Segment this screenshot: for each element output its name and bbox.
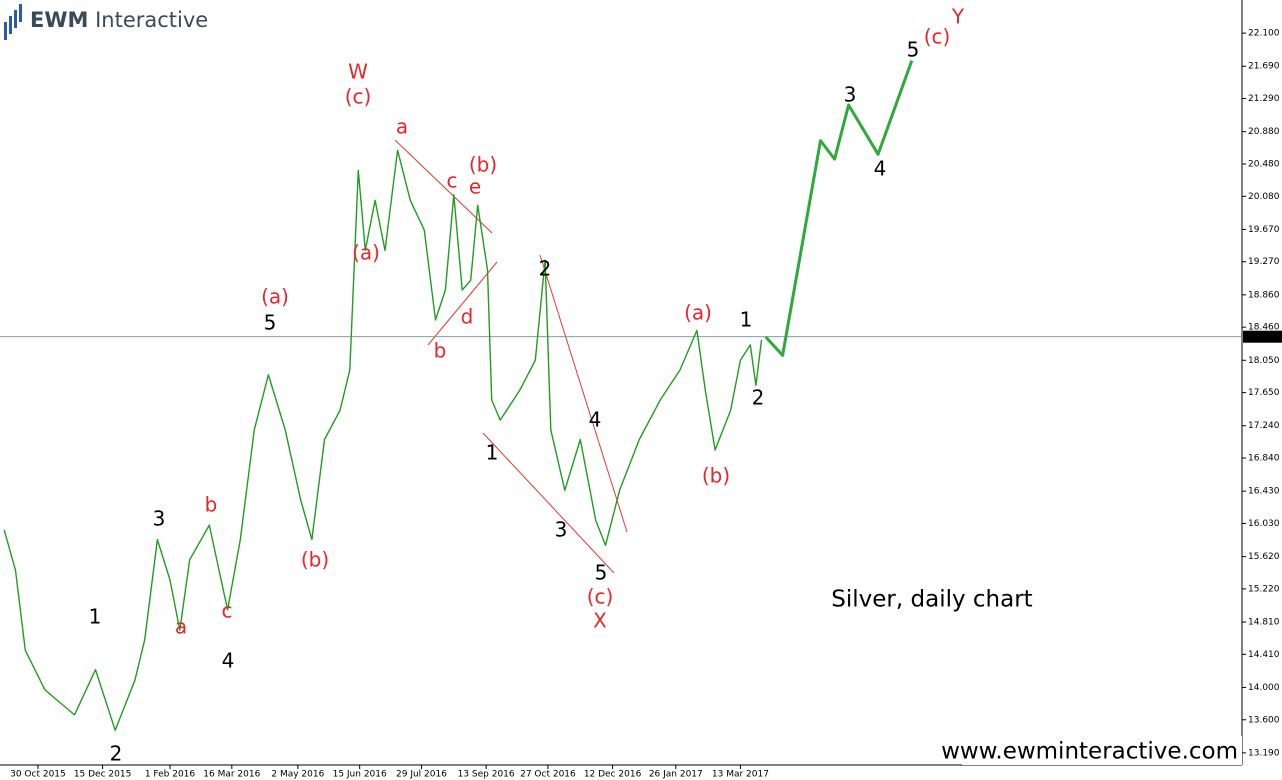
wave-label: b bbox=[434, 339, 447, 363]
y-tick-label: 19.270 bbox=[1248, 257, 1280, 267]
wave-label: 4 bbox=[589, 408, 602, 432]
wave-label: 4 bbox=[874, 157, 887, 181]
wave-label: X bbox=[593, 609, 607, 633]
wave-label: 5 bbox=[907, 38, 920, 62]
wave-label: 3 bbox=[153, 507, 166, 531]
wave-label: 2 bbox=[752, 386, 765, 410]
logo-rest: Interactive bbox=[95, 8, 208, 32]
x-tick-label: 26 Jan 2017 bbox=[649, 770, 703, 780]
wave-label: 3 bbox=[844, 83, 857, 107]
y-tick-label: 21.690 bbox=[1248, 62, 1280, 72]
footer-bg bbox=[962, 736, 1242, 765]
wave-label: 1 bbox=[486, 441, 499, 465]
y-tick-label: 16.430 bbox=[1248, 487, 1280, 497]
logo-bold: EWM bbox=[30, 8, 88, 32]
y-tick-label: 17.650 bbox=[1248, 388, 1280, 398]
x-tick-label: 12 Dec 2016 bbox=[584, 770, 642, 780]
y-tick-label: 14.410 bbox=[1248, 650, 1280, 660]
y-tick-label: 18.860 bbox=[1248, 290, 1280, 300]
wave-label: a bbox=[175, 615, 187, 639]
y-tick-label: 13.190 bbox=[1248, 748, 1280, 758]
wave-label: (b) bbox=[301, 548, 329, 572]
y-tick-label: 19.670 bbox=[1248, 225, 1280, 235]
y-tick-label: 18.050 bbox=[1248, 356, 1280, 366]
last-price-box bbox=[1243, 330, 1282, 343]
wave-label: c bbox=[222, 599, 233, 623]
logo-icon bbox=[4, 4, 22, 40]
y-tick-label: 20.880 bbox=[1248, 127, 1280, 137]
x-tick-label: 16 Mar 2016 bbox=[203, 770, 260, 780]
x-tick-label: 15 Dec 2015 bbox=[74, 770, 132, 780]
y-tick-label: 20.080 bbox=[1248, 192, 1280, 202]
wave-label: (a) bbox=[352, 241, 380, 265]
wave-label: e bbox=[469, 175, 481, 199]
x-tick-label: 15 Jun 2016 bbox=[333, 770, 387, 780]
wave-label: (b) bbox=[469, 153, 497, 177]
x-tick-label: 13 Sep 2016 bbox=[458, 770, 515, 780]
wave-label: (a) bbox=[261, 285, 289, 309]
y-tick-label: 15.620 bbox=[1248, 552, 1280, 562]
y-tick-label: 21.290 bbox=[1248, 94, 1280, 104]
x-tick-label: 29 Jul 2016 bbox=[396, 770, 447, 780]
y-tick-label: 15.220 bbox=[1248, 584, 1280, 594]
wave-label: 2 bbox=[110, 742, 123, 766]
wave-label: 1 bbox=[89, 605, 102, 629]
wave-label: 5 bbox=[595, 561, 608, 585]
wave-label: (a) bbox=[684, 301, 712, 325]
price-line bbox=[3, 149, 763, 731]
wave-label: c bbox=[447, 169, 458, 193]
y-tick-label: 14.810 bbox=[1248, 618, 1280, 628]
y-tick-label: 14.000 bbox=[1248, 683, 1280, 693]
chart-title: Silver, daily chart bbox=[831, 587, 1032, 613]
wave-label: (b) bbox=[702, 464, 730, 488]
y-tick-label: 18.460 bbox=[1248, 323, 1280, 333]
x-tick-label: 2 May 2016 bbox=[271, 770, 324, 780]
footer: www.ewminteractive.com bbox=[941, 739, 1238, 765]
wave-label: (c) bbox=[924, 25, 951, 49]
wave-label: d bbox=[461, 305, 474, 329]
wave-label: b bbox=[205, 493, 218, 517]
x-tick-label: 30 Oct 2015 bbox=[10, 770, 66, 780]
wave-label: 1 bbox=[740, 308, 753, 332]
trendlines bbox=[394, 139, 628, 574]
wave-label: 3 bbox=[555, 518, 568, 542]
forecast-line bbox=[764, 60, 914, 357]
y-tick-label: 17.240 bbox=[1248, 421, 1280, 431]
x-tick-label: 27 Oct 2016 bbox=[520, 770, 576, 780]
wave-label: (c) bbox=[345, 85, 372, 109]
wave-label: 4 bbox=[222, 649, 235, 673]
wave-label: W bbox=[348, 60, 368, 84]
wave-label: 5 bbox=[264, 311, 277, 335]
y-tick-label: 22.100 bbox=[1248, 29, 1280, 39]
y-tick-label: 16.840 bbox=[1248, 454, 1280, 464]
y-tick-label: 13.600 bbox=[1248, 715, 1280, 725]
wave-label: a bbox=[396, 115, 408, 139]
wave-label: 2 bbox=[539, 257, 552, 281]
x-tick-label: 13 Mar 2017 bbox=[712, 770, 769, 780]
last-price-label: 18.342 bbox=[1246, 332, 1278, 342]
y-tick-label: 20.480 bbox=[1248, 159, 1280, 169]
x-tick-label: 1 Feb 2016 bbox=[145, 770, 196, 780]
wave-label: Y bbox=[951, 5, 965, 29]
y-tick-label: 16.030 bbox=[1248, 519, 1280, 529]
logo-text: EWM Interactive bbox=[30, 8, 208, 32]
wave-label: (c) bbox=[587, 585, 614, 609]
